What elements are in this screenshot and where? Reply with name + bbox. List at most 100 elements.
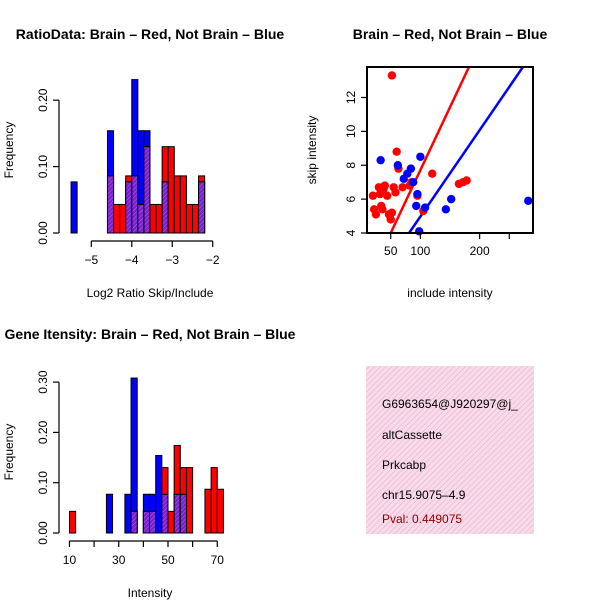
info-pval: Pval: 0.449075	[382, 512, 462, 526]
notbrain-point	[406, 164, 416, 173]
brain-point	[391, 188, 400, 197]
ratio-bar-brain	[191, 203, 200, 234]
intensity-bar-notbrain	[124, 493, 132, 534]
brain-point	[382, 191, 392, 200]
notbrain-point	[524, 196, 533, 206]
ratio-bar-brain	[179, 175, 187, 234]
scatter-title: Brain – Red, Not Brain – Blue	[353, 26, 548, 42]
ratio-bar-notbrain	[70, 181, 78, 234]
info-location: chr15.9075–4.9	[382, 488, 466, 502]
info-probe-id: G6963654@J920297@j_	[382, 397, 518, 411]
info-box-background	[366, 366, 534, 534]
brain-point	[368, 191, 378, 200]
scatter-ylabel: skip intensity	[305, 116, 319, 185]
intensity-bar-overlap	[130, 510, 138, 534]
notbrain-point	[420, 203, 430, 212]
notbrain-point	[446, 194, 456, 204]
intensity-y-tick-label: 0.00	[36, 521, 50, 545]
ratio-x-tick-label: −5	[84, 253, 98, 267]
scatter-fit-lines	[389, 67, 524, 233]
scatter-y-tick-label: 8	[344, 162, 358, 169]
scatter-plot-frame	[366, 66, 534, 234]
brain-point	[387, 208, 397, 217]
brain-point	[387, 71, 397, 80]
ratio-bar-overlap	[198, 181, 206, 234]
scatter-y-tick-label: 6	[344, 195, 358, 202]
ratio-histogram-axes: −5 −4 −3 −2 0.00 0.10 0.20	[36, 88, 220, 267]
ratio-y-tick-label: 0.20	[36, 88, 50, 112]
intensity-bar-brain	[216, 488, 224, 534]
intensity-bar-brain	[210, 467, 218, 534]
notbrain-point	[416, 152, 425, 161]
info-event-type: altCassette	[382, 428, 442, 442]
intensity-y-tick-label: 0.30	[36, 370, 50, 394]
notbrain-point	[409, 177, 418, 187]
intensity-bar-notbrain	[105, 493, 114, 534]
ratio-bar-overlap	[131, 175, 139, 234]
ratio-y-tick-label: 0.00	[36, 221, 50, 245]
intensity-histogram-axes: 10 30 50 70 0.00 0.10 0.20 0.30	[36, 370, 224, 567]
notbrain-point	[413, 189, 422, 199]
notbrain-point	[414, 227, 424, 236]
intensity-bar-brain	[167, 510, 175, 534]
intensity-y-tick-label: 0.10	[36, 471, 50, 495]
scatter-plot: Brain – Red, Not Brain – Blue include in…	[305, 26, 547, 300]
notbrain-point	[393, 161, 403, 170]
brain-point	[392, 147, 401, 156]
scatter-points	[368, 71, 533, 236]
ratio-bar-overlap	[106, 175, 115, 234]
scatter-x-tick-label: 100	[410, 244, 430, 258]
brain-point	[462, 176, 471, 185]
ratio-bar-overlap	[137, 203, 145, 234]
intensity-histogram: Gene Itensity: Brain – Red, Not Brain – …	[2, 326, 296, 600]
notbrain-point	[441, 205, 451, 214]
ratio-histogram-xlabel: Log2 Ratio Skip/Include	[87, 286, 214, 300]
ratio-bar-brain	[185, 203, 193, 234]
brain-point	[378, 205, 387, 214]
brain-point	[380, 181, 389, 190]
intensity-histogram-xlabel: Intensity	[128, 586, 173, 600]
ratio-bar-brain	[119, 203, 127, 234]
scatter-x-tick-label: 50	[384, 244, 398, 258]
intensity-histogram-ylabel: Frequency	[2, 424, 16, 481]
notbrain-point	[376, 155, 385, 165]
ratio-y-tick-label: 0.10	[36, 155, 50, 179]
scatter-axes: 50 100 200 4 6 8 10 12	[344, 66, 534, 258]
ratio-bar-brain	[173, 175, 181, 234]
ratio-bar-overlap	[125, 181, 133, 234]
ratio-x-tick-label: −2	[206, 253, 220, 267]
brain-point	[428, 169, 437, 178]
scatter-xlabel: include intensity	[407, 286, 492, 300]
intensity-bar-overlap	[142, 510, 151, 534]
intensity-y-tick-label: 0.20	[36, 420, 50, 444]
intensity-bar-overlap	[179, 493, 187, 534]
intensity-x-tick-label: 50	[161, 553, 175, 567]
intensity-bar-overlap	[149, 510, 157, 534]
ratio-bar-overlap	[161, 181, 169, 234]
intensity-bar-notbrain	[130, 377, 138, 534]
scatter-y-tick-label: 4	[344, 229, 358, 236]
intensity-bar-brain	[185, 467, 194, 534]
intensity-bar-brain	[68, 510, 77, 534]
ratio-bar-brain	[155, 203, 163, 234]
ratio-histogram: RatioData: Brain – Red, Not Brain – Blue…	[2, 26, 284, 300]
info-gene-name: Prkcabp	[382, 458, 426, 472]
intensity-x-tick-label: 30	[112, 553, 126, 567]
intensity-histogram-bars	[68, 377, 224, 534]
intensity-bar-notbrain	[155, 455, 163, 534]
info-box: G6963654@J920297@j_ altCassette Prkcabp …	[366, 366, 534, 534]
scatter-y-tick-label: 10	[344, 124, 358, 138]
ratio-bar-brain	[167, 146, 175, 234]
ratio-bar-brain	[149, 203, 157, 234]
ratio-bar-brain	[113, 203, 121, 234]
ratio-x-tick-label: −3	[165, 253, 179, 267]
intensity-bar-brain	[204, 488, 212, 534]
notbrain-point	[412, 201, 421, 211]
intensity-bar-overlap	[161, 493, 169, 534]
intensity-histogram-title: Gene Itensity: Brain – Red, Not Brain – …	[5, 326, 296, 342]
ratio-histogram-bars	[70, 79, 206, 234]
intensity-x-tick-label: 10	[63, 553, 77, 567]
scatter-x-tick-label: 200	[470, 244, 490, 258]
